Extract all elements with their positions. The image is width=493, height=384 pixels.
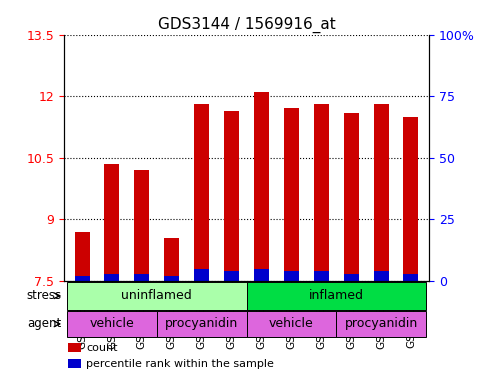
Bar bbox=[284, 271, 299, 281]
Text: count: count bbox=[86, 343, 117, 353]
Bar bbox=[336, 311, 426, 337]
Text: uninflamed: uninflamed bbox=[121, 289, 192, 302]
Bar bbox=[135, 170, 149, 281]
Bar bbox=[224, 111, 239, 281]
Bar bbox=[374, 271, 388, 281]
Bar bbox=[254, 269, 269, 281]
Bar bbox=[284, 109, 299, 281]
Bar bbox=[403, 273, 419, 281]
Bar bbox=[194, 104, 209, 281]
Bar bbox=[344, 273, 358, 281]
Text: agent: agent bbox=[28, 318, 62, 330]
Bar bbox=[67, 281, 246, 310]
Bar bbox=[374, 104, 388, 281]
Text: inflamed: inflamed bbox=[309, 289, 364, 302]
Bar bbox=[246, 311, 336, 337]
Bar bbox=[194, 269, 209, 281]
Title: GDS3144 / 1569916_at: GDS3144 / 1569916_at bbox=[158, 17, 335, 33]
Bar bbox=[68, 359, 80, 368]
Bar bbox=[105, 164, 119, 281]
Bar bbox=[246, 281, 426, 310]
Bar bbox=[224, 271, 239, 281]
Bar bbox=[135, 273, 149, 281]
Bar bbox=[314, 104, 329, 281]
Bar bbox=[314, 271, 329, 281]
Bar bbox=[68, 343, 80, 352]
Text: procyanidin: procyanidin bbox=[345, 318, 418, 330]
Text: vehicle: vehicle bbox=[90, 318, 134, 330]
Bar bbox=[164, 238, 179, 281]
Bar bbox=[254, 92, 269, 281]
Bar bbox=[157, 311, 246, 337]
Bar bbox=[67, 311, 157, 337]
Text: stress: stress bbox=[27, 289, 62, 302]
Bar bbox=[164, 276, 179, 281]
Text: procyanidin: procyanidin bbox=[165, 318, 238, 330]
Bar bbox=[74, 232, 90, 281]
Text: vehicle: vehicle bbox=[269, 318, 314, 330]
Bar bbox=[74, 276, 90, 281]
Bar bbox=[403, 117, 419, 281]
Bar bbox=[105, 273, 119, 281]
Text: percentile rank within the sample: percentile rank within the sample bbox=[86, 359, 274, 369]
Bar bbox=[344, 113, 358, 281]
